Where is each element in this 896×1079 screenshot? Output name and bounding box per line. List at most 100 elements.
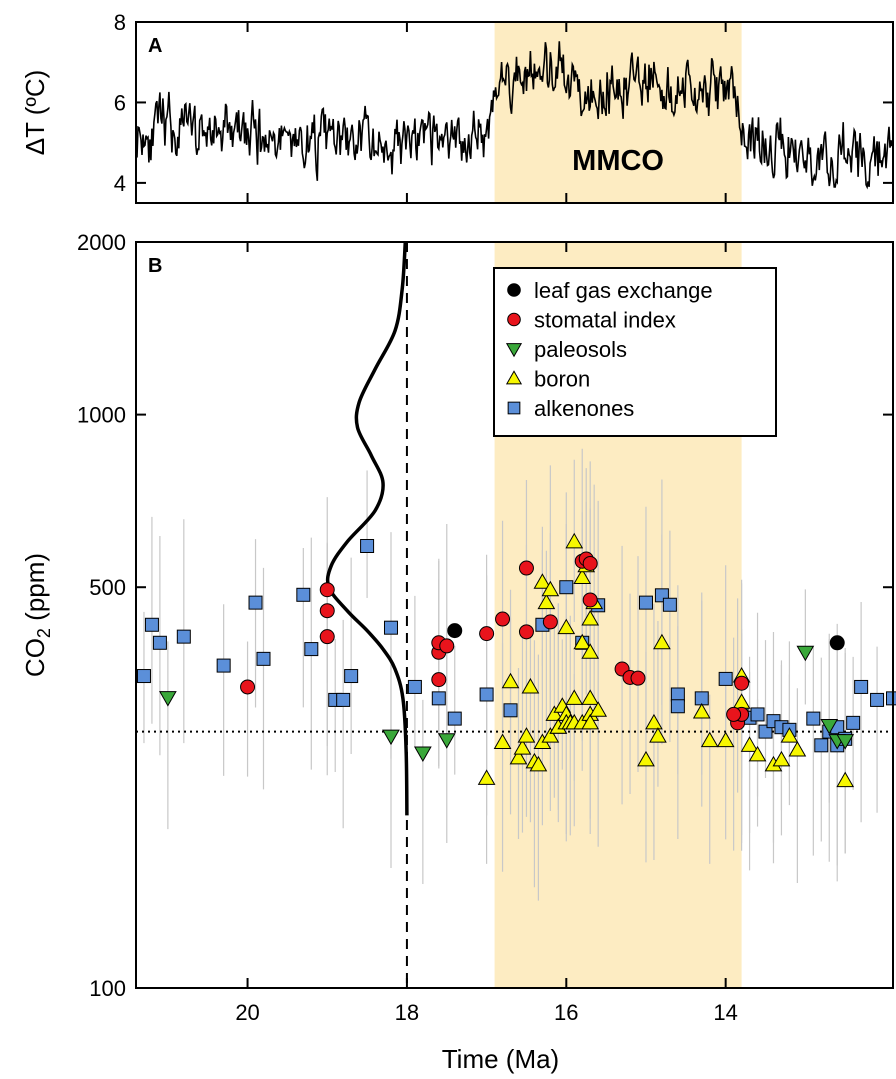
alkenones-point xyxy=(431,691,446,706)
boron-point xyxy=(537,593,556,610)
panel-b: 100 500 1000 2000 20 18 16 14 B Time (Ma) CO2 (… xyxy=(20,230,896,1074)
alkenones-point xyxy=(814,738,829,753)
alkenones-point xyxy=(694,691,709,706)
boron-point xyxy=(521,677,540,694)
stomatal-point xyxy=(495,611,511,627)
alkenones-point xyxy=(718,671,733,686)
alkenones-point xyxy=(870,692,885,707)
stomatal-point xyxy=(518,560,534,576)
alkenones-point xyxy=(152,635,167,650)
stomatal-point xyxy=(734,675,750,691)
stomatal-point xyxy=(240,679,256,695)
panel-a-frame xyxy=(135,21,894,204)
alkenones-point xyxy=(670,699,685,714)
boron-point xyxy=(581,689,600,705)
leaf-point xyxy=(447,623,463,639)
boron-point xyxy=(477,769,496,785)
alkenones-point xyxy=(670,687,685,702)
alkenones-point xyxy=(407,679,422,694)
alkenones-point xyxy=(144,617,159,632)
panel-b-y-axis-label: CO2 (ppm) xyxy=(20,553,54,677)
stomatal-point xyxy=(319,603,335,619)
data-markers xyxy=(136,532,896,788)
alkenones-point xyxy=(886,691,896,706)
paleosols-point xyxy=(414,746,432,762)
alkenones-point xyxy=(479,687,494,702)
boron-point xyxy=(517,727,536,743)
distribution-curve xyxy=(325,241,409,816)
temperature-line xyxy=(135,41,894,190)
panel-a: 4 6 8 A MMCO ΔT (ºC) xyxy=(20,10,894,204)
legend-label-stomatal: stomatal index xyxy=(534,308,676,333)
y-tick-label-b: 1000 xyxy=(77,403,126,428)
boron-point xyxy=(589,701,608,717)
alkenones-point xyxy=(638,595,653,610)
boron-point xyxy=(509,748,528,765)
alkenones-point xyxy=(806,711,821,726)
alkenones-point xyxy=(503,703,518,718)
boron-point xyxy=(637,750,655,767)
panel-a-label: A xyxy=(148,35,162,57)
alkenones-point xyxy=(176,629,191,644)
alkenones-point xyxy=(344,669,359,684)
boron-point xyxy=(513,739,532,755)
alkenones-point xyxy=(750,707,765,722)
alkenones-point xyxy=(662,597,677,612)
boron-point xyxy=(836,771,855,788)
mmco-annotation: MMCO xyxy=(572,145,664,177)
legend-label-boron: boron xyxy=(534,367,590,392)
legend-marker-stomatal xyxy=(507,312,521,327)
stomatal-point xyxy=(431,672,447,688)
boron-point xyxy=(565,532,584,549)
stomatal-point xyxy=(319,629,335,645)
boron-point xyxy=(788,741,807,757)
paleosols-point xyxy=(437,733,456,749)
y-tick-label-b: 100 xyxy=(89,976,126,1001)
boron-point xyxy=(772,750,791,767)
y-axis-label-subscript: 2 xyxy=(34,628,54,638)
panel-a-y-axis-label: ΔT (ºC) xyxy=(20,70,50,156)
alkenones-point xyxy=(248,595,263,610)
boron-point xyxy=(541,727,560,743)
x-tick-label: 16 xyxy=(554,1000,578,1025)
boron-point xyxy=(581,643,600,659)
boron-point xyxy=(545,705,564,721)
y-tick-label-a: 8 xyxy=(114,10,126,35)
boron-point xyxy=(565,689,584,705)
x-axis-label: Time (Ma) xyxy=(442,1044,559,1074)
boron-point xyxy=(557,618,576,635)
legend-marker-boron xyxy=(505,370,523,385)
mmco-shading-a xyxy=(494,22,742,203)
panel-b-label: B xyxy=(148,255,162,277)
alkenones-point xyxy=(559,580,574,595)
panel-b-frame xyxy=(135,241,894,989)
y-axis-label-unit: (ppm) xyxy=(20,553,50,628)
y-axis-label-main: CO xyxy=(20,638,50,677)
stomatal-point xyxy=(542,614,558,630)
paleosols-point xyxy=(836,734,855,750)
boron-point xyxy=(740,736,759,752)
y-tick-label-b: 500 xyxy=(89,575,126,600)
boron-point xyxy=(529,755,548,772)
x-tick-label: 18 xyxy=(395,1000,419,1025)
paleosols-point xyxy=(159,691,177,707)
legend-marker-paleosols xyxy=(505,343,523,358)
boron-point xyxy=(581,713,600,730)
alkenones-point xyxy=(136,669,151,684)
boron-point xyxy=(581,610,600,626)
paleosols-point xyxy=(382,729,400,746)
boron-point xyxy=(541,580,560,597)
panel-a-ticks: 4 6 8 xyxy=(114,10,893,203)
boron-point xyxy=(649,727,667,743)
leaf-point xyxy=(829,635,845,651)
boron-point xyxy=(653,633,671,650)
boron-point xyxy=(533,573,552,589)
legend-box xyxy=(493,267,777,437)
alkenones-point xyxy=(216,658,231,673)
panel-b-ticks: 100 500 1000 2000 20 18 16 14 xyxy=(77,230,893,1025)
boron-point xyxy=(573,633,592,650)
legend-label-paleosols: paleosols xyxy=(534,337,627,362)
stomatal-point xyxy=(726,706,742,722)
alkenones-point xyxy=(447,711,462,726)
alkenones-point xyxy=(854,679,869,694)
